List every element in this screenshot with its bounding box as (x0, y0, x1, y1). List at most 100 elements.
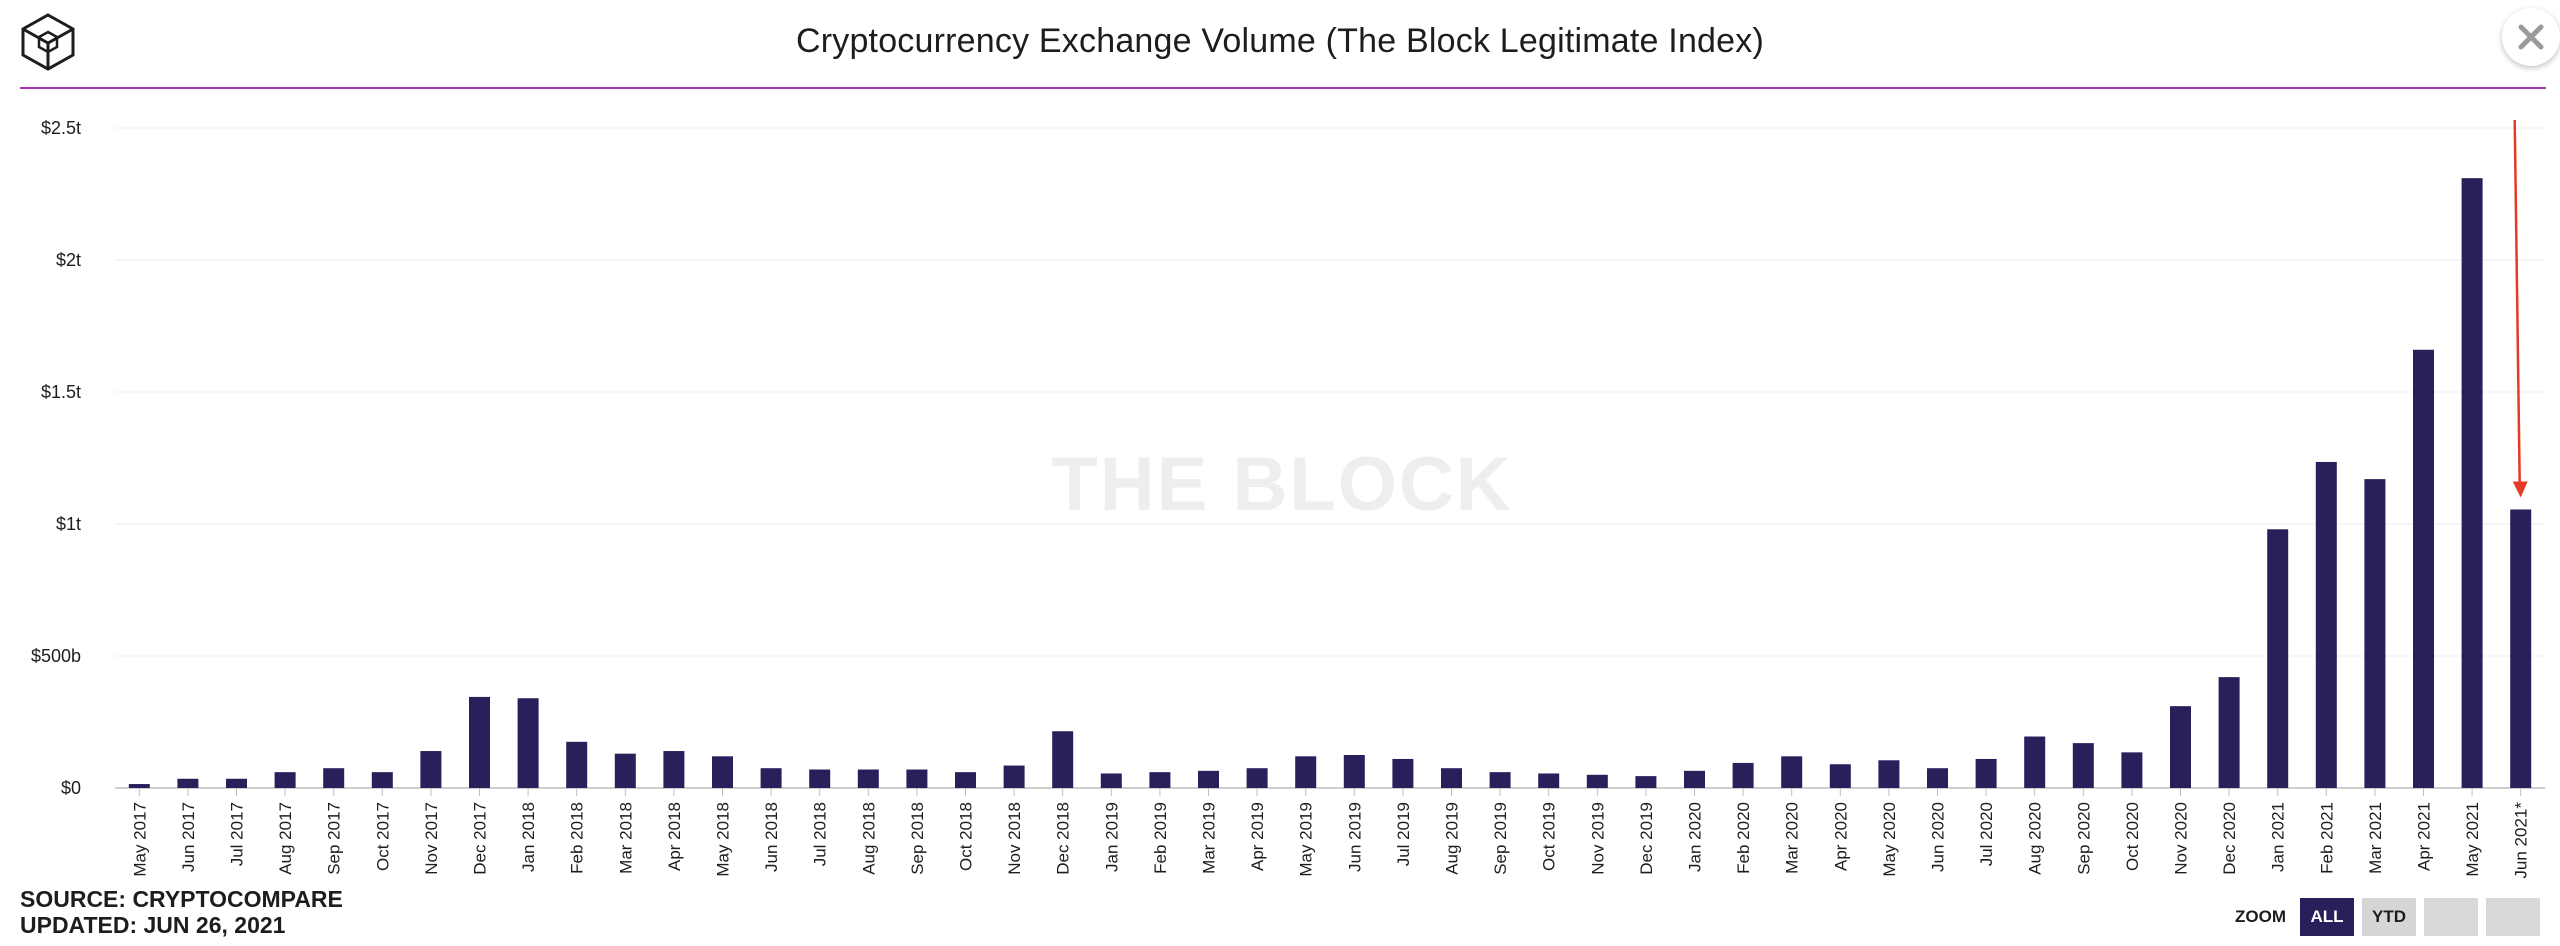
bar[interactable] (1295, 756, 1317, 788)
x-tick-label: Oct 2017 (373, 802, 392, 871)
x-tick-label: Apr 2020 (1831, 802, 1850, 871)
bar[interactable] (955, 772, 976, 788)
bar[interactable] (2024, 736, 2046, 788)
bar[interactable] (469, 696, 490, 788)
y-tick-label: $0 (61, 778, 81, 798)
x-tick-label: Apr 2021 (2415, 802, 2434, 871)
x-tick-label: Nov 2019 (1588, 802, 1607, 875)
x-tick-label: Jul 2020 (1977, 802, 1996, 866)
bar[interactable] (1489, 772, 1511, 788)
bar[interactable] (1149, 772, 1171, 788)
bar[interactable] (906, 769, 928, 788)
bar[interactable] (1878, 760, 1900, 788)
close-button[interactable] (2502, 8, 2560, 66)
bar[interactable] (1975, 758, 1997, 788)
bar[interactable] (1100, 773, 1122, 788)
x-tick-label: Sep 2019 (1491, 802, 1510, 875)
header-divider (20, 87, 2546, 89)
x-tick-label: Mar 2020 (1783, 802, 1802, 874)
bar[interactable] (1343, 755, 1365, 788)
bar[interactable] (1441, 768, 1462, 788)
bar[interactable] (2218, 677, 2240, 788)
zoom-all-button[interactable]: ALL (2300, 898, 2354, 936)
bar[interactable] (274, 772, 296, 788)
bar[interactable] (760, 768, 782, 788)
y-tick-label: $1t (56, 514, 81, 534)
bar[interactable] (809, 769, 831, 788)
y-tick-label: $500b (31, 646, 81, 666)
bar[interactable] (1684, 770, 1705, 788)
bar[interactable] (1829, 764, 1851, 788)
bar[interactable] (1052, 731, 1074, 788)
annotations (2512, 119, 2528, 498)
zoom-option-button[interactable] (2486, 898, 2540, 936)
bar[interactable] (2315, 461, 2337, 788)
x-tick-label: Jan 2019 (1102, 802, 1121, 872)
bar[interactable] (323, 768, 345, 788)
updated-label: UPDATED: JUN 26, 2021 (20, 912, 286, 938)
bar[interactable] (517, 698, 539, 788)
x-tick-label: Feb 2021 (2317, 802, 2336, 874)
bar[interactable] (1246, 768, 1268, 788)
chart-footer: SOURCE: CRYPTOCOMPARE UPDATED: JUN 26, 2… (20, 886, 343, 938)
bar[interactable] (614, 753, 636, 788)
bar[interactable] (1781, 756, 1803, 788)
bar[interactable] (1392, 758, 1414, 788)
x-tick-label: Jul 2019 (1394, 802, 1413, 866)
x-tick-label: Jul 2018 (811, 802, 830, 866)
bar[interactable] (1732, 762, 1754, 788)
y-axis-tick-labels: $0 $500b $1t $1.5t $2t $2.5t (31, 118, 81, 798)
bar[interactable] (2267, 529, 2289, 788)
bar[interactable] (2461, 178, 2483, 788)
x-tick-label: Jun 2019 (1345, 802, 1364, 872)
bar[interactable] (371, 772, 393, 788)
bar[interactable] (663, 751, 685, 788)
bar[interactable] (2510, 509, 2532, 788)
bar[interactable] (1198, 770, 1219, 788)
bar[interactable] (2413, 349, 2434, 788)
bar[interactable] (566, 741, 588, 788)
bar[interactable] (1635, 776, 1657, 788)
x-tick-label: Sep 2017 (325, 802, 344, 875)
x-tick-label: Aug 2018 (859, 802, 878, 875)
zoom-option-button[interactable] (2424, 898, 2478, 936)
bar[interactable] (1003, 765, 1025, 788)
bar[interactable] (857, 769, 879, 788)
x-tick-label: Mar 2018 (616, 802, 635, 874)
bar[interactable] (712, 756, 733, 788)
x-tick-label: Aug 2017 (276, 802, 295, 875)
bar[interactable] (2170, 706, 2191, 788)
zoom-ytd-button[interactable]: YTD (2362, 898, 2416, 936)
x-tick-label: May 2018 (714, 802, 733, 877)
bar[interactable] (1538, 773, 1560, 788)
bar[interactable] (226, 778, 247, 788)
bar[interactable] (128, 784, 150, 788)
bar[interactable] (2121, 752, 2143, 788)
annotation-arrow-head (2512, 481, 2528, 498)
bar[interactable] (2072, 743, 2094, 788)
bar[interactable] (420, 751, 442, 788)
x-tick-label: Sep 2020 (2074, 802, 2093, 875)
x-tick-label: Mar 2019 (1200, 802, 1219, 874)
x-tick-label: Jun 2017 (179, 802, 198, 872)
x-tick-label: Jan 2020 (1686, 802, 1705, 872)
zoom-label: ZOOM (2235, 907, 2286, 926)
x-tick-label: Sep 2018 (908, 802, 927, 875)
bar[interactable] (177, 778, 199, 788)
x-tick-label: Jun 2018 (762, 802, 781, 872)
x-tick-label: May 2021 (2463, 802, 2482, 877)
x-tick-label: Dec 2018 (1054, 802, 1073, 875)
bar[interactable] (2364, 479, 2386, 788)
x-tick-label: Aug 2019 (1443, 802, 1462, 875)
x-tick-label: Jan 2021 (2269, 802, 2288, 872)
x-tick-label: May 2019 (1297, 802, 1316, 877)
x-tick-label: Jul 2017 (228, 802, 247, 866)
source-label: SOURCE: CRYPTOCOMPARE (20, 886, 343, 912)
bar[interactable] (1586, 774, 1608, 788)
x-tick-label: Jun 2020 (1929, 802, 1948, 872)
x-tick-label: Aug 2020 (2026, 802, 2045, 875)
y-tick-label: $1.5t (41, 382, 81, 402)
x-tick-label: Nov 2020 (2172, 802, 2191, 875)
x-tick-label: Dec 2020 (2220, 802, 2239, 875)
bar[interactable] (1927, 768, 1948, 788)
